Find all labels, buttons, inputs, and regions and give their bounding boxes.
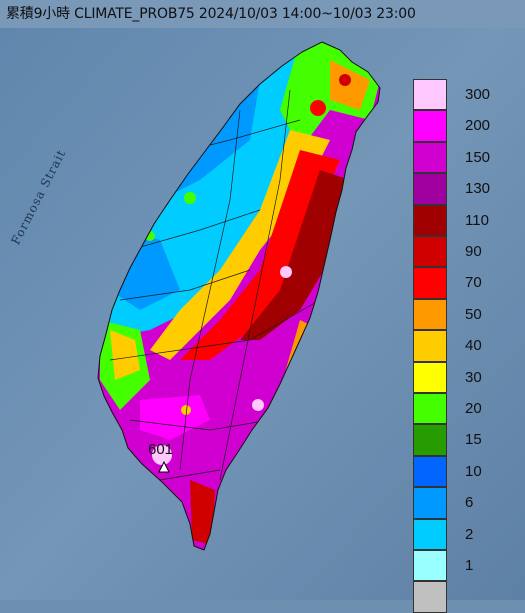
- legend-label: 200: [465, 117, 491, 135]
- legend-label: 20: [465, 400, 482, 417]
- legend-label: 15: [465, 431, 482, 449]
- legend-label: 130: [465, 180, 491, 198]
- legend-swatch: [413, 204, 447, 236]
- legend-label: 110: [465, 211, 489, 229]
- map-title: 累積9小時 CLIMATE_PROB75 2024/10/03 14:00~10…: [6, 6, 416, 22]
- peak-marker-icon: [158, 460, 170, 473]
- legend-swatch: [413, 455, 447, 488]
- legend-swatch: [413, 550, 447, 582]
- peak-value-label: 601: [148, 441, 174, 458]
- legend-label: 1: [465, 557, 474, 574]
- legend-swatch: [413, 581, 447, 613]
- legend-swatch: [413, 424, 447, 456]
- legend-label: 2: [465, 525, 474, 543]
- legend-label: 90: [465, 243, 482, 260]
- legend-swatch: [413, 361, 447, 393]
- legend-label: 300: [465, 86, 491, 103]
- legend-swatch: [413, 141, 447, 174]
- legend-swatch: [413, 173, 447, 205]
- legend-label: 70: [465, 274, 482, 292]
- legend-swatch: [413, 267, 447, 299]
- legend-label: 10: [465, 462, 482, 480]
- legend-swatch: [413, 298, 447, 331]
- legend-label: 150: [465, 148, 491, 166]
- legend-label: 6: [465, 494, 474, 512]
- legend-swatch: [413, 518, 447, 550]
- legend-swatch: [413, 393, 447, 425]
- legend-swatch: [413, 330, 447, 362]
- legend-label: 30: [465, 368, 482, 386]
- legend-swatch: [413, 236, 447, 268]
- legend-label: 50: [465, 305, 482, 323]
- legend-swatch: [413, 487, 447, 519]
- legend-label: 40: [465, 337, 482, 355]
- legend-swatch: [413, 79, 447, 111]
- legend-swatch: [413, 110, 447, 142]
